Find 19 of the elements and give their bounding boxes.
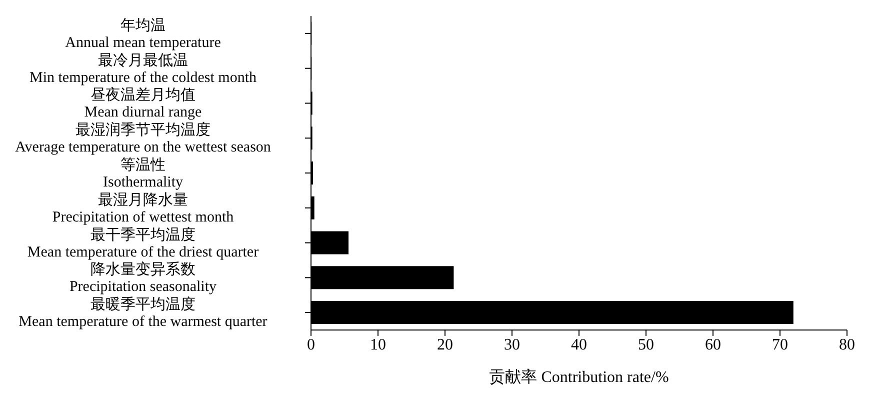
y-tick-label: 最冷月最低温 Min temperature of the coldest month <box>29 52 258 86</box>
x-tick-label: 50 <box>638 336 654 354</box>
x-tick-label: 30 <box>504 336 520 354</box>
x-axis-title: 贡献率 Contribution rate/% <box>489 368 669 386</box>
y-tick-label: 最湿月降水量 Precipitation of wettest month <box>52 191 234 226</box>
y-tick-label: 年均温 Annual mean temperature <box>65 16 222 51</box>
y-tick-label: 最湿润季节平均温度 Average temperature on the wettest season <box>15 122 272 156</box>
x-tick-label: 60 <box>705 336 721 354</box>
y-tick-label: 最暖季平均温度 Mean temperature of the warmest quarter <box>18 296 268 330</box>
y-tick-label: 最干季平均温度 Mean temperature of the driest quarter <box>27 226 259 260</box>
y-tick-label: 等温性 Isothermality <box>103 156 184 190</box>
x-tick-label: 70 <box>772 336 788 354</box>
x-tick-label: 10 <box>370 336 386 354</box>
x-tick-label: 0 <box>307 336 315 354</box>
x-tick-label: 80 <box>839 336 855 354</box>
x-tick-label: 40 <box>571 336 587 354</box>
x-tick-label: 20 <box>437 336 453 354</box>
y-tick-label: 降水量变异系数 Precipitation seasonality <box>69 261 218 296</box>
y-tick-label: 昼夜温差月均值 Mean diurnal range <box>84 86 202 121</box>
